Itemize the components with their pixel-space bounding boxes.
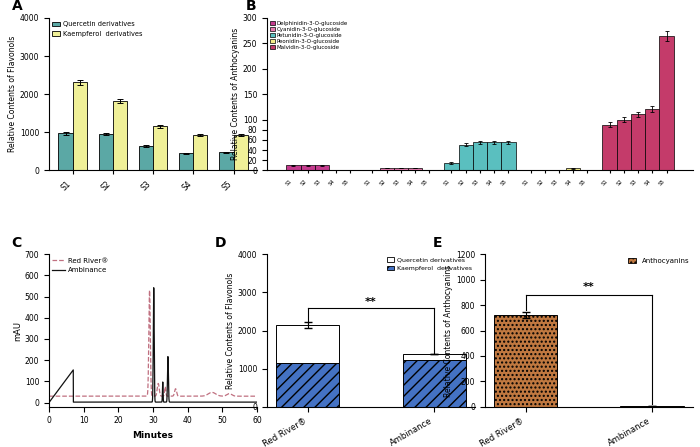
Line: Red River®: Red River®: [49, 290, 257, 396]
Bar: [276, 363, 340, 407]
Y-axis label: Relative Contents of Anthocyanins: Relative Contents of Anthocyanins: [444, 264, 453, 396]
Bar: [620, 406, 683, 407]
Red River®: [83, 393, 91, 399]
Ambinance: [253, 400, 261, 405]
Bar: [631, 114, 645, 170]
Red River®: [200, 393, 209, 398]
Bar: [394, 168, 408, 170]
Bar: [444, 163, 458, 170]
Text: E: E: [433, 236, 442, 249]
Red River®: [180, 393, 188, 399]
Bar: [473, 143, 487, 170]
Bar: [99, 134, 113, 170]
Text: A: A: [11, 0, 22, 13]
Legend: Anthocyanins: Anthocyanins: [628, 258, 690, 264]
Text: **: **: [583, 282, 595, 292]
Bar: [659, 36, 673, 170]
Bar: [59, 133, 73, 170]
Bar: [617, 119, 631, 170]
Bar: [402, 354, 466, 360]
Ambinance: [200, 400, 209, 405]
Bar: [193, 135, 207, 170]
Line: Ambinance: Ambinance: [49, 288, 257, 403]
Bar: [234, 135, 248, 170]
Bar: [300, 165, 315, 170]
Bar: [408, 168, 422, 170]
Legend: Quercetin derivatives, Kaempferol  derivatives: Quercetin derivatives, Kaempferol deriva…: [387, 257, 472, 271]
Ambinance: [45, 400, 53, 405]
Bar: [566, 169, 580, 170]
Bar: [603, 125, 617, 170]
Red River®: [45, 393, 53, 399]
Bar: [501, 143, 516, 170]
Ambinance: [150, 285, 158, 291]
Bar: [494, 315, 557, 407]
Bar: [113, 101, 127, 170]
Bar: [219, 152, 234, 170]
Ambinance: [180, 400, 188, 405]
Bar: [179, 153, 193, 170]
Red River®: [125, 393, 133, 399]
Y-axis label: Relative Contents of Flavonols: Relative Contents of Flavonols: [226, 272, 235, 389]
Bar: [379, 168, 394, 170]
Y-axis label: Relative Contents of Anthocyanins: Relative Contents of Anthocyanins: [231, 28, 240, 160]
Text: D: D: [215, 236, 227, 249]
Bar: [315, 165, 329, 170]
Bar: [458, 145, 473, 170]
Legend: Delphinidin-3-O-glucoside, Cyanidin-3-O-glucoside, Petunidin-3-O-glucoside, Peon: Delphinidin-3-O-glucoside, Cyanidin-3-O-…: [270, 21, 348, 50]
Bar: [645, 110, 659, 170]
Red River®: [169, 392, 178, 397]
Text: **: **: [365, 297, 377, 308]
Red River®: [146, 287, 154, 293]
Bar: [487, 143, 501, 170]
Legend: Red River®, Ambinance: Red River®, Ambinance: [52, 258, 108, 273]
Ambinance: [169, 400, 178, 405]
Y-axis label: Relative Contents of Flavonols: Relative Contents of Flavonols: [8, 36, 17, 152]
Text: C: C: [11, 236, 22, 249]
Bar: [73, 82, 87, 170]
Bar: [286, 165, 300, 170]
Bar: [153, 126, 167, 170]
Text: B: B: [246, 0, 256, 13]
Red River®: [253, 393, 261, 399]
Y-axis label: mAU: mAU: [13, 320, 22, 341]
Red River®: [216, 393, 224, 399]
Bar: [276, 325, 340, 363]
Ambinance: [83, 400, 91, 405]
Legend: Quercetin derivatives, Kaempferol  derivatives: Quercetin derivatives, Kaempferol deriva…: [52, 21, 143, 37]
Bar: [139, 146, 153, 170]
Ambinance: [125, 400, 133, 405]
Ambinance: [216, 400, 224, 405]
X-axis label: Minutes: Minutes: [132, 431, 174, 440]
Bar: [402, 360, 466, 407]
